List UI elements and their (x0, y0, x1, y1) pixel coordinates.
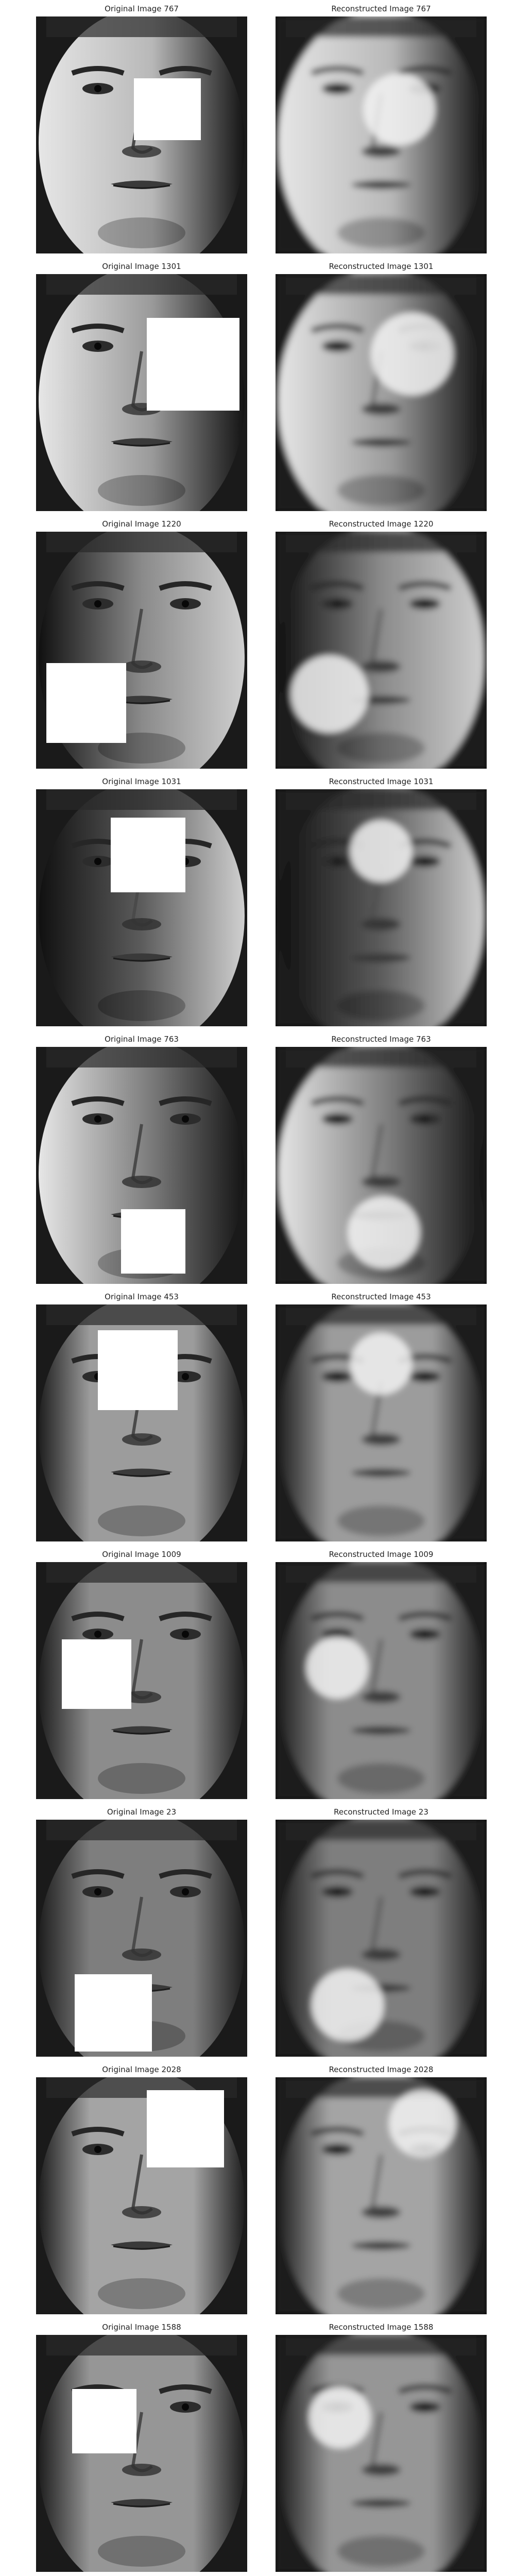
reconstructed-image-title: Reconstructed Image 2028 (329, 2065, 434, 2074)
original-image-panel: Original Image 1588 (36, 2318, 247, 2576)
original-image-panel: Original Image 1220 (36, 515, 247, 773)
original-image-title: Original Image 1301 (102, 262, 181, 271)
original-face-image (36, 1304, 247, 1541)
reconstructed-face-image (276, 274, 487, 511)
image-pair-row: Original Image 1031 Reconstructed Image 1… (0, 773, 515, 1030)
original-image-title: Original Image 1588 (102, 2323, 181, 2332)
reconstructed-face-image (276, 1304, 487, 1541)
original-face-image (36, 2077, 247, 2314)
image-pair-row: Original Image 453 Reconstructed Image 45… (0, 1288, 515, 1546)
image-pair-row: Original Image 767 Reconstructed Image 76… (0, 0, 515, 258)
original-image-panel: Original Image 1301 (36, 258, 247, 515)
reconstructed-image-panel: Reconstructed Image 1301 (276, 258, 487, 515)
image-pair-row: Original Image 1301 Reconstructed Image 1… (0, 258, 515, 515)
original-face-image (36, 2335, 247, 2572)
image-pair-row: Original Image 763 Reconstructed Image 76… (0, 1030, 515, 1288)
reconstructed-image-panel: Reconstructed Image 1588 (276, 2318, 487, 2576)
original-face-image (36, 1820, 247, 2057)
original-image-title: Original Image 1009 (102, 1550, 181, 1559)
reconstructed-image-title: Reconstructed Image 1588 (329, 2323, 434, 2332)
original-image-title: Original Image 763 (105, 1035, 179, 1044)
reconstructed-image-panel: Reconstructed Image 1031 (276, 773, 487, 1030)
reconstructed-face-image (276, 532, 487, 769)
original-face-image (36, 532, 247, 769)
reconstructed-face-image (276, 2335, 487, 2572)
original-image-title: Original Image 453 (105, 1292, 179, 1301)
original-image-panel: Original Image 2028 (36, 2061, 247, 2318)
reconstructed-face-image (276, 1820, 487, 2057)
original-image-panel: Original Image 1031 (36, 773, 247, 1030)
reconstructed-image-panel: Reconstructed Image 763 (276, 1030, 487, 1288)
reconstructed-face-image (276, 1562, 487, 1799)
original-image-panel: Original Image 767 (36, 0, 247, 258)
original-image-panel: Original Image 453 (36, 1288, 247, 1546)
reconstructed-image-title: Reconstructed Image 1301 (329, 262, 434, 271)
reconstructed-image-title: Reconstructed Image 763 (331, 1035, 431, 1044)
reconstructed-image-title: Reconstructed Image 453 (331, 1292, 431, 1301)
image-pair-row: Original Image 1009 Reconstructed Image 1… (0, 1546, 515, 1803)
reconstructed-image-title: Reconstructed Image 1009 (329, 1550, 434, 1559)
original-face-image (36, 16, 247, 253)
reconstructed-image-panel: Reconstructed Image 767 (276, 0, 487, 258)
original-face-image (36, 274, 247, 511)
original-image-title: Original Image 767 (105, 4, 179, 13)
reconstructed-image-panel: Reconstructed Image 1220 (276, 515, 487, 773)
reconstructed-image-panel: Reconstructed Image 2028 (276, 2061, 487, 2318)
reconstructed-image-panel: Reconstructed Image 453 (276, 1288, 487, 1546)
original-image-title: Original Image 1220 (102, 519, 181, 529)
original-image-panel: Original Image 1009 (36, 1546, 247, 1803)
image-pair-row: Original Image 2028 Reconstructed Image 2… (0, 2061, 515, 2318)
reconstructed-face-image (276, 1047, 487, 1284)
reconstructed-image-panel: Reconstructed Image 23 (276, 1803, 487, 2061)
reconstructed-image-title: Reconstructed Image 767 (331, 4, 431, 13)
original-face-image (36, 1047, 247, 1284)
image-pair-row: Original Image 1220 Reconstructed Image 1… (0, 515, 515, 773)
reconstructed-image-title: Reconstructed Image 1220 (329, 519, 434, 529)
reconstructed-face-image (276, 16, 487, 253)
reconstructed-image-title: Reconstructed Image 1031 (329, 777, 434, 786)
original-image-title: Original Image 1031 (102, 777, 181, 786)
original-face-image (36, 789, 247, 1026)
original-image-panel: Original Image 763 (36, 1030, 247, 1288)
reconstructed-image-panel: Reconstructed Image 1009 (276, 1546, 487, 1803)
original-face-image (36, 1562, 247, 1799)
reconstructed-image-title: Reconstructed Image 23 (334, 1807, 428, 1817)
original-image-title: Original Image 2028 (102, 2065, 181, 2074)
reconstructed-face-image (276, 2077, 487, 2314)
image-pair-row: Original Image 23 Reconstructed Image 23 (0, 1803, 515, 2061)
reconstructed-face-image (276, 789, 487, 1026)
image-pair-row: Original Image 1588 Reconstructed Image 1… (0, 2318, 515, 2576)
original-image-title: Original Image 23 (107, 1807, 177, 1817)
original-image-panel: Original Image 23 (36, 1803, 247, 2061)
